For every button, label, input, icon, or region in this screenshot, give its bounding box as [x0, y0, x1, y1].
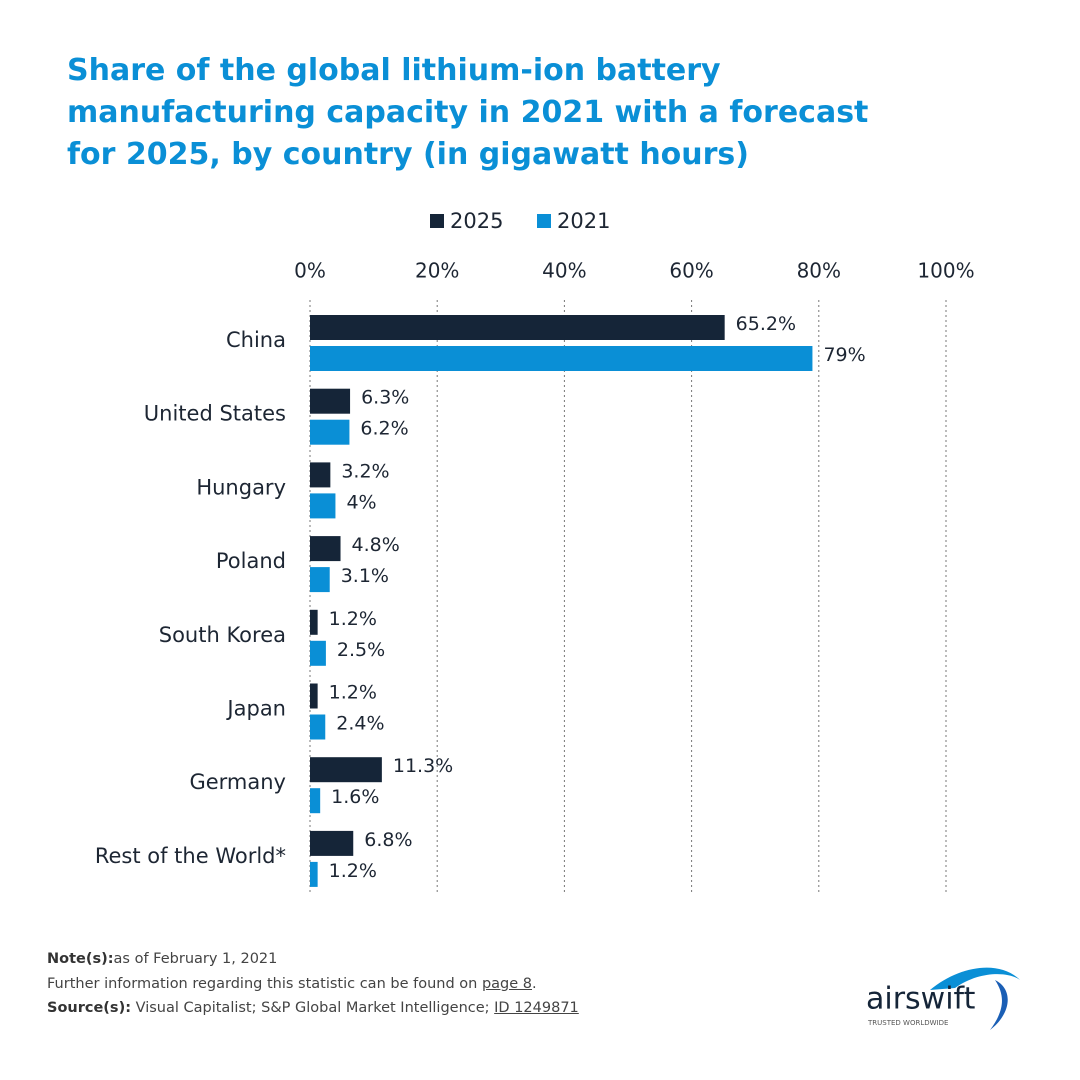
bar	[310, 346, 813, 371]
category-label: Rest of the World*	[95, 844, 286, 868]
logo-swoosh	[930, 967, 1020, 990]
value-label: 1.2%	[329, 860, 377, 882]
value-label: 4.8%	[352, 534, 400, 556]
value-label: 3.2%	[341, 460, 389, 482]
category-label: Hungary	[196, 475, 286, 499]
category-label: China	[226, 328, 286, 352]
bar	[310, 388, 351, 414]
value-label: 6.8%	[364, 829, 412, 851]
bar	[310, 315, 725, 340]
value-label: 2.5%	[337, 639, 385, 661]
x-tick-label: 100%	[917, 259, 974, 283]
logo: airswift TRUSTED WORLDWIDE	[866, 967, 1020, 1030]
category-label: United States	[144, 402, 286, 426]
logo-name: airswift	[866, 982, 976, 1017]
value-label: 4%	[346, 491, 376, 513]
note-text: as of February 1, 2021	[113, 951, 278, 967]
further-end: .	[532, 976, 537, 992]
further-info: Further information regarding this stati…	[47, 976, 537, 992]
bar	[310, 536, 341, 562]
x-tick-label: 40%	[542, 259, 586, 283]
bar	[310, 640, 326, 666]
source-label: Source(s):	[47, 1000, 131, 1016]
value-label: 3.1%	[341, 565, 389, 587]
category-label: South Korea	[159, 623, 286, 647]
x-tick-label: 60%	[669, 259, 713, 283]
value-label: 6.2%	[360, 418, 408, 440]
value-label: 1.6%	[331, 786, 379, 808]
value-label: 65.2%	[736, 313, 796, 335]
value-label: 6.3%	[361, 387, 409, 409]
bar	[310, 757, 382, 783]
value-label: 79%	[823, 344, 865, 366]
value-label: 11.3%	[393, 755, 453, 777]
bar	[310, 567, 330, 593]
legend-label: 2025	[450, 209, 503, 233]
logo-tagline: TRUSTED WORLDWIDE	[867, 1019, 948, 1027]
bar	[310, 830, 354, 856]
legend-swatch	[537, 214, 551, 228]
category-label: Poland	[216, 549, 286, 573]
bar	[310, 419, 350, 445]
further-text: Further information regarding this stati…	[47, 976, 478, 992]
bar	[310, 493, 336, 519]
value-label: 1.2%	[329, 608, 377, 630]
x-tick-label: 0%	[294, 259, 326, 283]
x-tick-label: 20%	[415, 259, 459, 283]
value-label: 1.2%	[329, 682, 377, 704]
bar	[310, 714, 326, 740]
note-label: Note(s):	[47, 951, 114, 967]
source-id[interactable]: ID 1249871	[494, 1000, 579, 1016]
bar	[310, 788, 321, 814]
category-label: Japan	[225, 697, 286, 721]
value-label: 2.4%	[336, 713, 384, 735]
bar	[310, 609, 318, 635]
legend-label: 2021	[557, 209, 610, 233]
chart-title: Share of the global lithium-ion battery …	[67, 53, 869, 172]
source-text: Visual Capitalist; S&P Global Market Int…	[135, 1000, 490, 1016]
further-link[interactable]: page 8	[481, 976, 533, 992]
legend-swatch	[430, 214, 444, 228]
chart: 2025 2021 0% 20% 40% 60% 80% 100% China 65.2% 79% U…	[95, 209, 975, 895]
category-label: Germany	[189, 770, 286, 794]
logo-swoosh	[990, 980, 1008, 1030]
note: Note(s):as of February 1, 2021	[47, 951, 277, 967]
source: Source(s): Visual Capitalist; S&P Global…	[47, 1000, 579, 1016]
bar	[310, 462, 331, 488]
bar	[310, 683, 318, 709]
bar	[310, 861, 318, 887]
x-tick-label: 80%	[797, 259, 841, 283]
